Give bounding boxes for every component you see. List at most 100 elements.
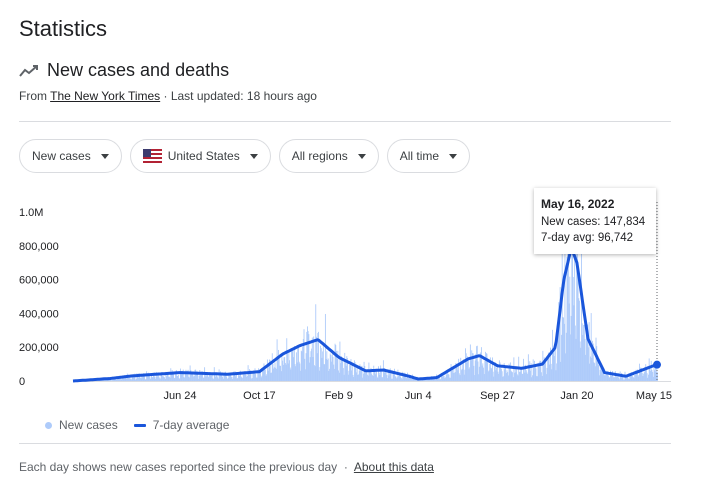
daily-case-bar [328,371,330,381]
daily-case-bar [166,373,168,381]
daily-case-bar [236,378,238,381]
metric-dropdown[interactable]: New cases [19,139,122,173]
daily-case-bar [135,378,137,381]
daily-case-bar [495,370,497,381]
daily-case-bar [510,370,512,381]
daily-case-bar [648,374,649,381]
daily-case-bar [571,220,573,381]
daily-case-bar [128,378,130,381]
daily-case-bar [279,365,281,381]
daily-case-bar [500,368,502,381]
daily-case-bar [634,374,636,381]
daily-case-bar [270,372,272,381]
daily-case-bar [572,250,573,381]
daily-case-bar [164,377,166,381]
daily-case-bar [101,380,103,381]
daily-case-bar [231,376,232,381]
daily-case-bar [529,370,531,381]
daily-case-bar [634,374,636,381]
daily-case-bar [509,365,511,381]
country-dropdown[interactable]: United States [129,139,271,173]
daily-case-bar [445,370,447,381]
daily-case-bar [200,372,201,381]
daily-case-bar [313,365,315,381]
daily-case-bar [439,379,441,381]
daily-case-bar [625,374,627,381]
daily-case-bar [448,374,450,381]
daily-case-bar [242,371,244,381]
daily-case-bar [498,373,500,381]
daily-case-bar [593,362,595,381]
daily-case-bar [543,357,545,381]
daily-case-bar [478,366,480,381]
daily-case-bar [322,351,324,381]
daily-case-bar [559,287,561,381]
daily-case-bar [420,379,422,381]
daily-case-bar [498,360,500,381]
daily-case-bar [484,360,486,381]
daily-case-bar [641,372,643,381]
daily-case-bar [210,375,212,381]
daily-case-bar [291,348,293,381]
daily-case-bar [652,376,654,381]
daily-case-bar [625,374,627,381]
daily-case-bar [233,373,235,381]
daily-case-bar [338,372,340,381]
daily-case-bar [553,346,555,381]
daily-case-bar [479,353,481,381]
about-data-link[interactable]: About this data [353,460,434,474]
daily-case-bar [496,367,498,381]
daily-case-bar [562,317,564,381]
daily-case-bar [487,360,489,381]
metric-label: New cases [32,149,91,163]
source-link[interactable]: The New York Times [50,89,161,103]
daily-case-bar [303,329,305,381]
daily-case-bar [500,368,502,381]
daily-case-bar [282,360,284,381]
daily-case-bar [273,368,275,381]
daily-case-bar [343,374,345,381]
daily-case-bar [410,378,412,381]
daily-case-bar [121,378,123,381]
daily-case-bar [474,360,476,381]
daily-case-bar [249,369,250,381]
daily-case-bar [616,376,618,381]
cases-chart[interactable]: 0 200,000 400,000 600,000 800,000 1.0M Jun 24 O… [0,180,702,410]
daily-case-bar [528,364,530,381]
daily-case-bar [491,368,493,381]
daily-case-bar [583,324,585,381]
daily-case-bar [645,364,647,381]
daily-case-bar [489,357,491,381]
daily-case-bar [177,375,179,381]
daily-case-bar [537,363,539,381]
daily-case-bar [588,322,590,381]
daily-case-bar [563,317,565,381]
daily-case-bar [534,360,536,381]
daily-case-bar [206,374,208,381]
daily-case-bar [390,370,392,381]
daily-case-bar [402,371,404,381]
daily-case-bar [182,372,183,381]
range-dropdown[interactable]: All time [386,139,471,173]
daily-case-bar [443,376,444,381]
daily-case-bar [274,362,276,381]
daily-case-bar [241,377,243,381]
daily-case-bar [348,370,350,381]
daily-case-bar [293,346,295,381]
daily-case-bar [219,375,221,381]
daily-case-bar [605,374,607,381]
daily-case-bar [176,375,178,381]
daily-case-bar [483,367,484,381]
daily-case-bar [575,338,577,381]
daily-case-bar [530,363,532,381]
daily-case-bar [596,346,598,381]
daily-case-bar [362,373,364,381]
region-dropdown[interactable]: All regions [278,139,379,173]
daily-case-bar [515,372,517,381]
daily-case-bar [118,377,120,381]
daily-case-bar [463,374,465,381]
y-tick-label: 200,000 [19,342,59,354]
daily-case-bar [572,277,574,381]
daily-case-bar [614,371,616,381]
daily-case-bar [365,373,366,381]
